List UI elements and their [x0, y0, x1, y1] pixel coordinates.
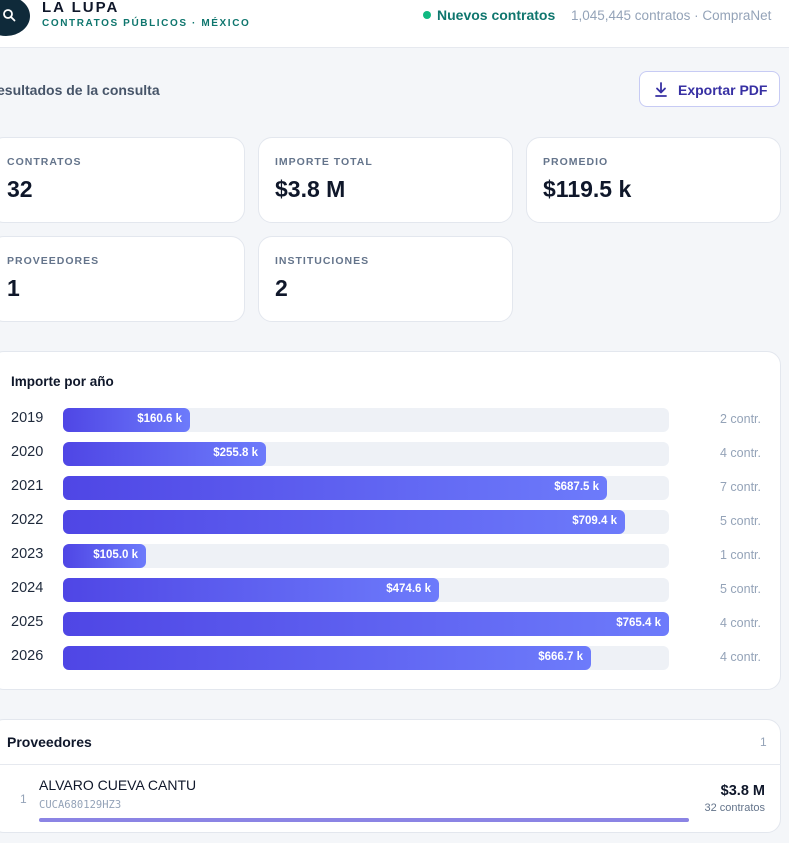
export-pdf-label: Exportar PDF [678, 82, 768, 98]
supplier-rfc: CUCA680129HZ3 [39, 799, 122, 811]
bar-value-label: $765.4 k [616, 617, 661, 629]
export-pdf-button[interactable]: Exportar PDF [639, 71, 780, 107]
bar-track: $255.8 k [63, 442, 669, 466]
bar-value-label: $160.6 k [137, 413, 182, 425]
bar-count-label: 7 contr. [720, 480, 761, 494]
bar-year-label: 2025 [11, 614, 44, 630]
bar-track: $105.0 k [63, 544, 669, 568]
bar-year-label: 2019 [11, 410, 44, 426]
supplier-amount: $3.8 M [720, 783, 765, 799]
bar-year-label: 2026 [11, 648, 44, 664]
bar[interactable]: $687.5 k [63, 476, 607, 500]
bar-track: $765.4 k [63, 612, 669, 636]
stat-card-average: PROMEDIO $119.5 k [526, 137, 781, 223]
stat-label: CONTRATOS [7, 156, 82, 168]
suppliers-title: Proveedores [7, 734, 92, 750]
bar-count-label: 4 contr. [720, 650, 761, 664]
bar-year-label: 2022 [11, 512, 44, 528]
suppliers-divider [0, 764, 781, 765]
stat-label: IMPORTE TOTAL [275, 156, 373, 168]
bar-value-label: $666.7 k [538, 651, 583, 663]
bar-year-label: 2024 [11, 580, 44, 596]
bar-value-label: $255.8 k [213, 447, 258, 459]
supplier-rank: 1 [20, 792, 27, 806]
bar-track: $666.7 k [63, 646, 669, 670]
stat-card-institutions: INSTITUCIONES 2 [258, 236, 513, 322]
supplier-name[interactable]: ALVARO CUEVA CANTU [39, 777, 197, 793]
bar[interactable]: $474.6 k [63, 578, 439, 602]
stat-label: INSTITUCIONES [275, 255, 370, 267]
bar-value-label: $687.5 k [554, 481, 599, 493]
bar[interactable]: $765.4 k [63, 612, 669, 636]
brand-title: LA LUPA [42, 0, 120, 16]
bar-row: 2024 $474.6 k 5 contr. [0, 578, 789, 602]
new-contracts-link[interactable]: Nuevos contratos [437, 7, 556, 23]
bar-row: 2019 $160.6 k 2 contr. [0, 408, 789, 432]
results-title: esultados de la consulta [0, 82, 160, 98]
supplier-share-bar [39, 818, 689, 822]
bar-row: 2025 $765.4 k 4 contr. [0, 612, 789, 636]
supplier-share-fill [39, 818, 689, 822]
bar-year-label: 2020 [11, 444, 44, 460]
stat-card-suppliers: PROVEEDORES 1 [0, 236, 245, 322]
stat-value: 2 [275, 275, 288, 301]
chart-title: Importe por año [11, 374, 114, 389]
bar-row: 2026 $666.7 k 4 contr. [0, 646, 789, 670]
bar-year-label: 2023 [11, 546, 44, 562]
bar[interactable]: $105.0 k [63, 544, 146, 568]
bar-value-label: $105.0 k [93, 549, 138, 561]
stat-value: 32 [7, 176, 33, 202]
brand-subtitle: CONTRATOS PÚBLICOS · MÉXICO [42, 18, 251, 29]
bar[interactable]: $666.7 k [63, 646, 591, 670]
bar-track: $160.6 k [63, 408, 669, 432]
bar-row: 2023 $105.0 k 1 contr. [0, 544, 789, 568]
stat-value: $119.5 k [543, 176, 632, 202]
bar-track: $687.5 k [63, 476, 669, 500]
suppliers-count: 1 [760, 735, 767, 749]
bar-track: $474.6 k [63, 578, 669, 602]
bar-row: 2022 $709.4 k 5 contr. [0, 510, 789, 534]
search-icon [3, 9, 16, 22]
bar-row: 2021 $687.5 k 7 contr. [0, 476, 789, 500]
bar-track: $709.4 k [63, 510, 669, 534]
stat-label: PROMEDIO [543, 156, 609, 168]
bar-count-label: 2 contr. [720, 412, 761, 426]
bar-count-label: 4 contr. [720, 446, 761, 460]
bar[interactable]: $255.8 k [63, 442, 266, 466]
stat-card-contracts: CONTRATOS 32 [0, 137, 245, 223]
stat-label: PROVEEDORES [7, 255, 100, 267]
bar-count-label: 5 contr. [720, 582, 761, 596]
contracts-total-meta: 1,045,445 contratos · CompraNet [571, 8, 772, 23]
stat-card-total-amount: IMPORTE TOTAL $3.8 M [258, 137, 513, 223]
stat-value: 1 [7, 275, 20, 301]
bar-row: 2020 $255.8 k 4 contr. [0, 442, 789, 466]
bar-count-label: 4 contr. [720, 616, 761, 630]
live-indicator-dot [423, 11, 431, 19]
bar-year-label: 2021 [11, 478, 44, 494]
stat-value: $3.8 M [275, 176, 346, 202]
bar[interactable]: $160.6 k [63, 408, 190, 432]
suppliers-panel [0, 719, 781, 833]
bar-value-label: $474.6 k [386, 583, 431, 595]
bar[interactable]: $709.4 k [63, 510, 625, 534]
bar-count-label: 1 contr. [720, 548, 761, 562]
top-header [0, 0, 789, 48]
bar-value-label: $709.4 k [572, 515, 617, 527]
bar-count-label: 5 contr. [720, 514, 761, 528]
download-icon [655, 82, 667, 97]
supplier-contracts: 32 contratos [704, 802, 765, 814]
